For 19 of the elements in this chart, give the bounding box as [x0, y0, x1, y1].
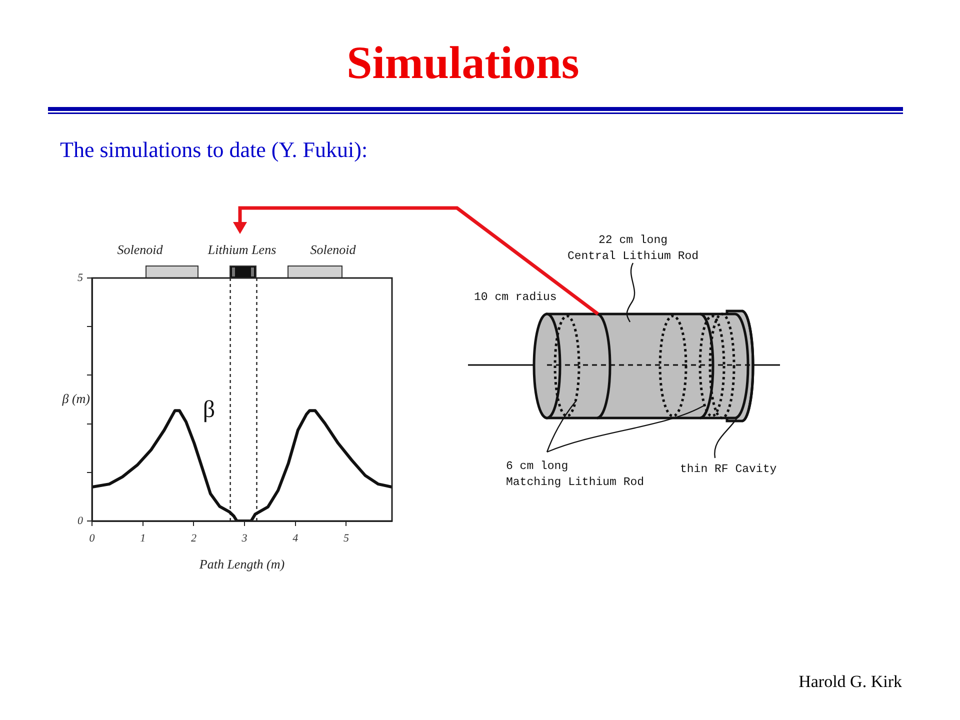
text: Solenoid: [117, 242, 163, 258]
text: Lithium Lens: [208, 242, 276, 258]
x-tick-label: 0: [89, 532, 96, 544]
text: 10 cm radius: [474, 290, 557, 306]
x-tick-label: 5: [343, 532, 350, 544]
x-tick-label: 3: [240, 532, 248, 544]
chart-subtitle: The simulations to date (Y. Fukui):: [60, 137, 368, 163]
x-tick-label: 4: [292, 532, 299, 544]
text: thin RF Cavity: [680, 462, 777, 478]
text: Solenoid: [310, 242, 356, 258]
x-tick-label: 1: [140, 532, 146, 544]
text: Harold G. Kirk: [798, 672, 902, 692]
series-label: β: [202, 396, 216, 423]
x-tick-label: 2: [190, 532, 197, 544]
text: 6 cm long Matching Lithium Rod: [506, 459, 644, 491]
y-axis-title: β (m): [61, 390, 90, 406]
x-axis-title: Path Length (m): [198, 556, 285, 572]
chart-title: Simulations: [346, 36, 580, 89]
text: 22 cm long Central Lithium Rod: [567, 233, 699, 265]
